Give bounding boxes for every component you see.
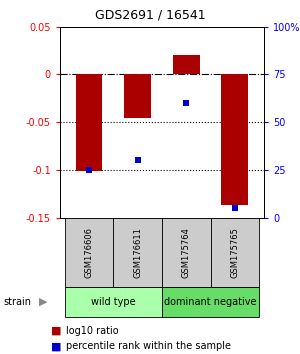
Bar	[173, 55, 200, 74]
Bar	[221, 74, 248, 205]
Bar	[65, 287, 162, 317]
Text: GSM176611: GSM176611	[133, 227, 142, 278]
Text: wild type: wild type	[91, 297, 136, 307]
Text: strain: strain	[3, 297, 31, 307]
Text: ▶: ▶	[39, 297, 48, 307]
Bar	[162, 287, 259, 317]
Bar	[113, 218, 162, 287]
Text: log10 ratio: log10 ratio	[66, 326, 118, 336]
Text: ■: ■	[51, 341, 62, 351]
Bar	[124, 74, 151, 118]
Point	[135, 158, 140, 163]
Text: GSM176606: GSM176606	[85, 227, 94, 278]
Text: GSM175764: GSM175764	[182, 227, 191, 278]
Bar	[162, 218, 211, 287]
Text: GDS2691 / 16541: GDS2691 / 16541	[95, 9, 205, 22]
Text: GSM175765: GSM175765	[230, 227, 239, 278]
Bar	[211, 218, 259, 287]
Point	[87, 167, 92, 173]
Point	[232, 205, 237, 211]
Bar	[65, 218, 113, 287]
Text: percentile rank within the sample: percentile rank within the sample	[66, 341, 231, 351]
Text: dominant negative: dominant negative	[164, 297, 257, 307]
Bar	[76, 74, 103, 171]
Point	[184, 100, 189, 106]
Text: ■: ■	[51, 326, 62, 336]
